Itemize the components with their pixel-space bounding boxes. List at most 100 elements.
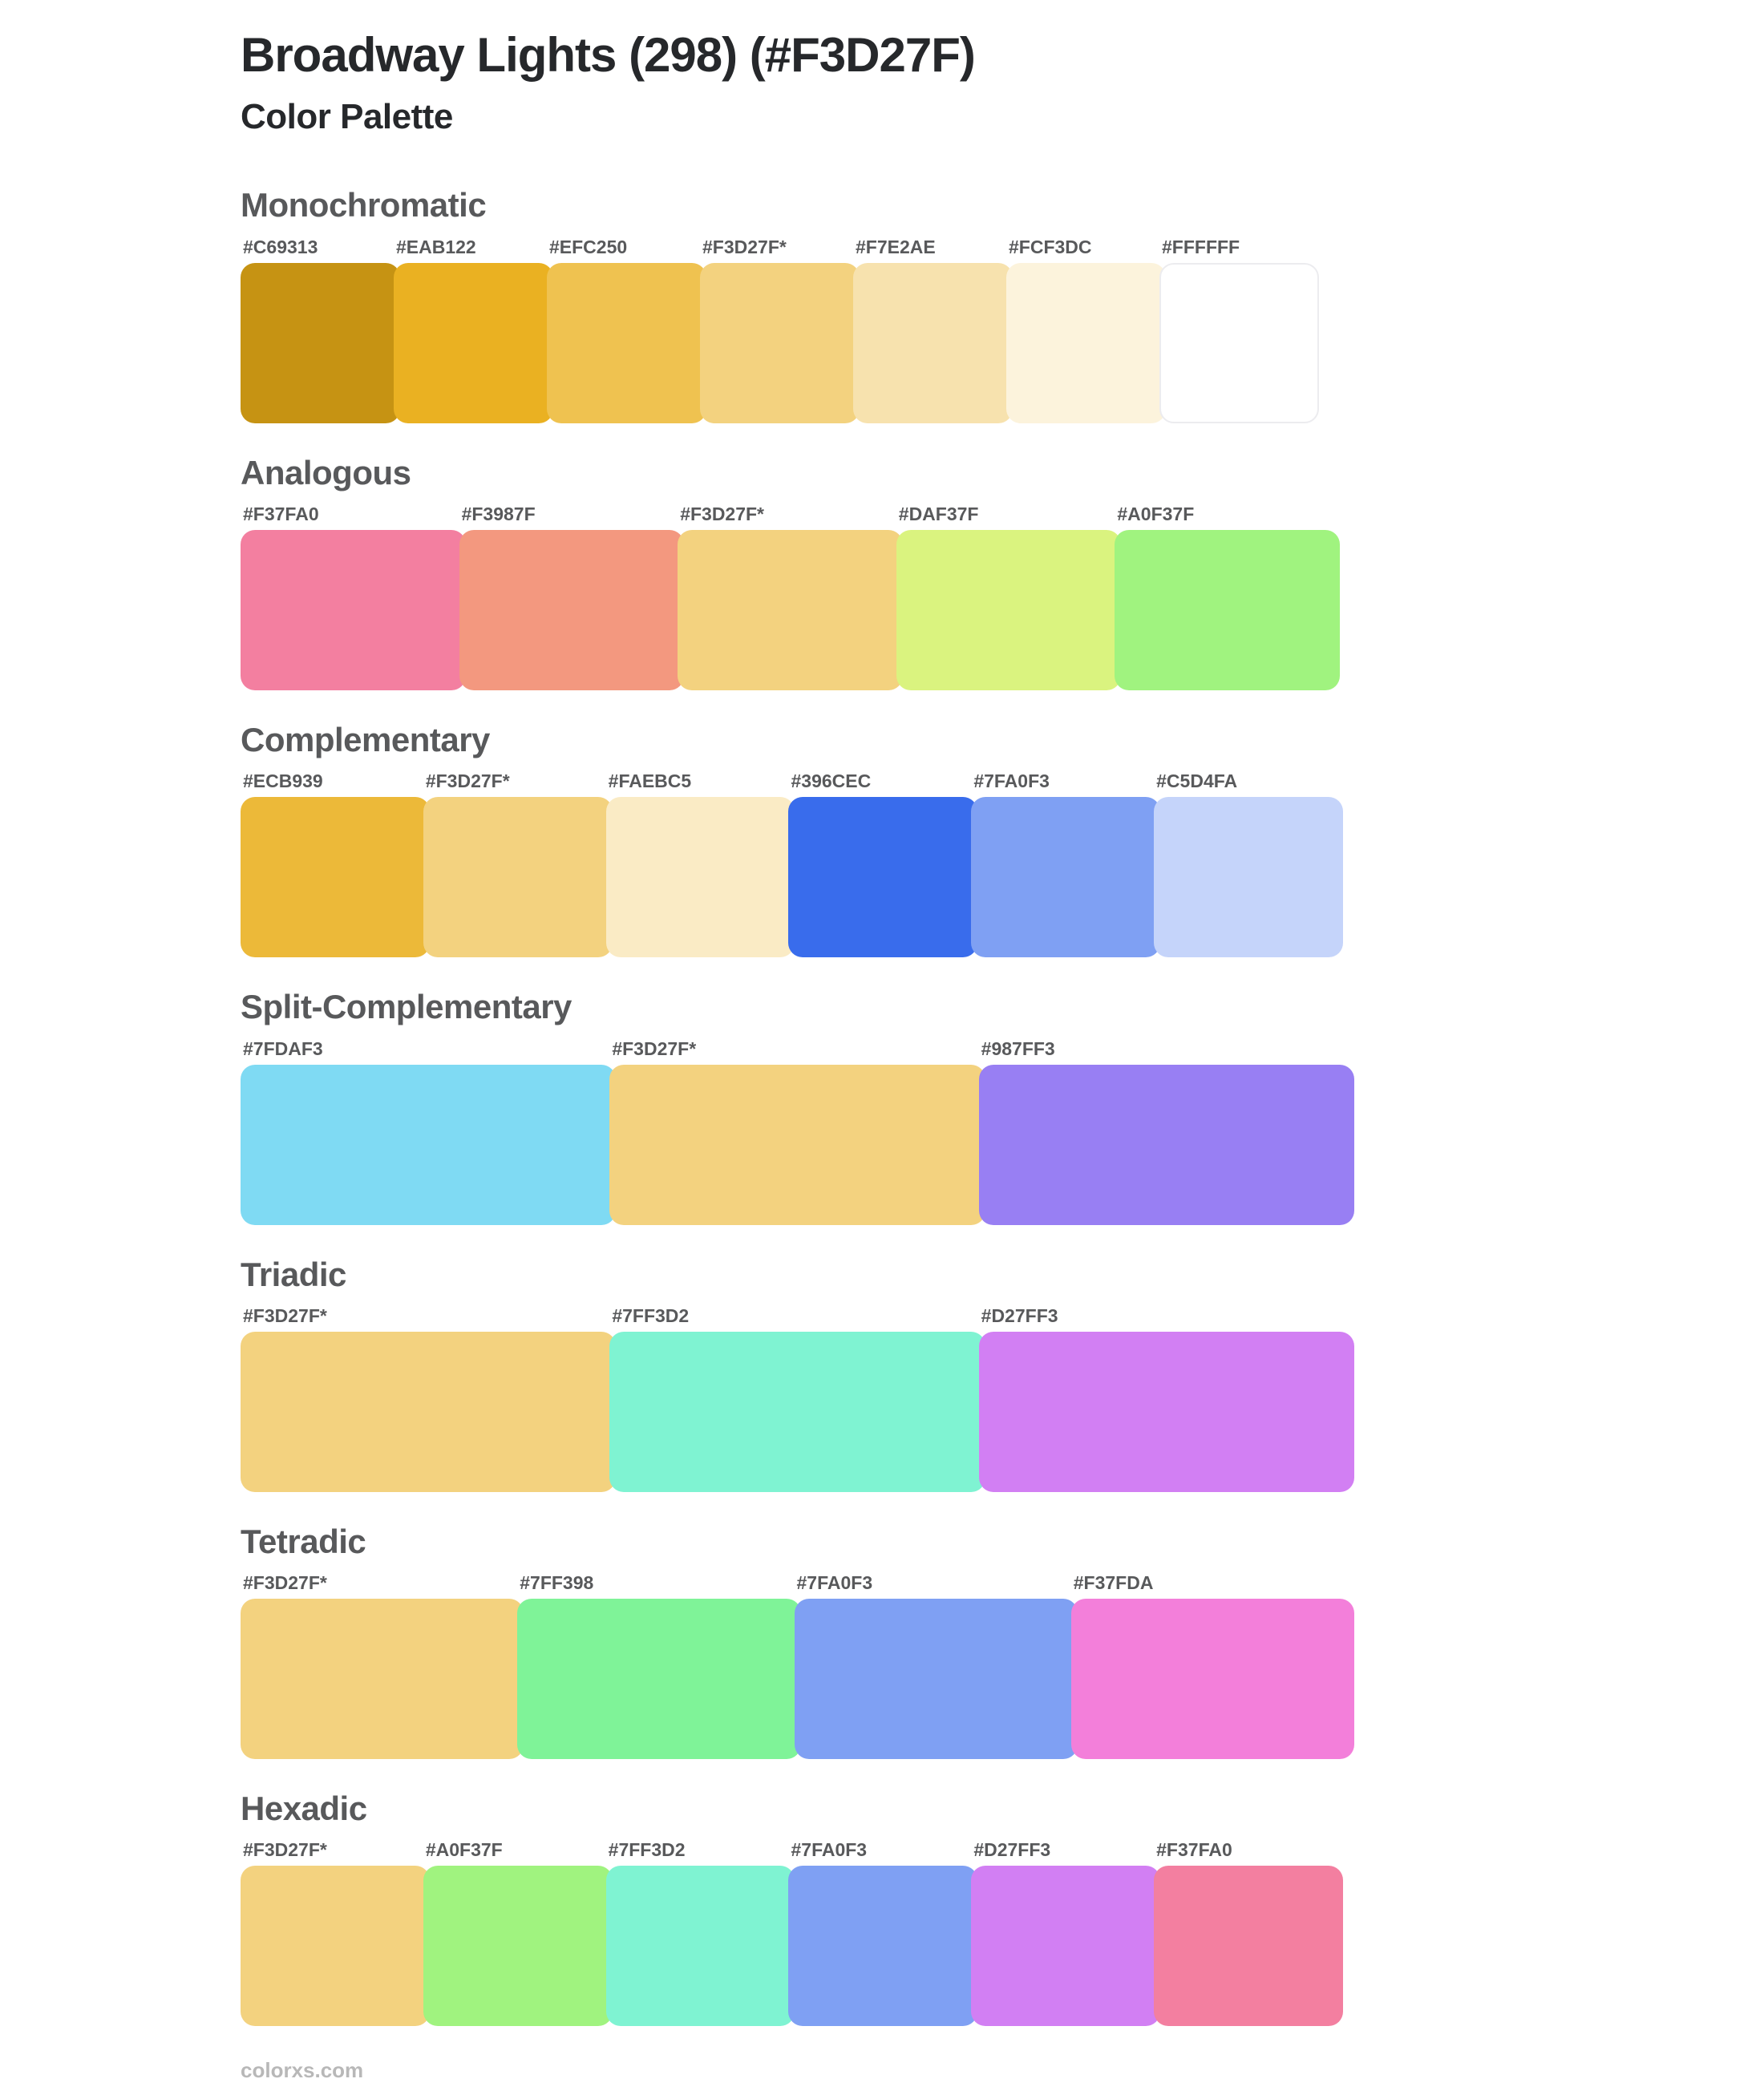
swatch: #7FF398 — [517, 1572, 801, 1760]
swatch-hex-label: #7FA0F3 — [791, 1839, 868, 1861]
swatch-color-block[interactable] — [1154, 797, 1343, 958]
swatch-hex-label: #D27FF3 — [973, 1839, 1051, 1861]
swatch-hex-label: #FAEBC5 — [608, 770, 692, 792]
swatch-hex-label: #7FA0F3 — [796, 1572, 873, 1594]
section-heading: Split-Complementary — [241, 988, 572, 1026]
swatch-color-block[interactable] — [1006, 262, 1166, 423]
swatch-color-block[interactable] — [423, 1866, 613, 2027]
swatch-color-block[interactable] — [853, 262, 1013, 423]
section-heading: Hexadic — [241, 1790, 367, 1828]
swatch-hex-label: #EFC250 — [549, 236, 628, 257]
section-heading: Analogous — [241, 453, 411, 491]
swatch-hex-label: #987FF3 — [981, 1037, 1055, 1059]
swatch-color-block[interactable] — [241, 797, 430, 958]
swatch: #D27FF3 — [978, 1304, 1354, 1492]
swatch-color-block[interactable] — [241, 529, 466, 690]
swatch-color-block[interactable] — [678, 529, 903, 690]
swatch: #D27FF3 — [971, 1839, 1161, 2027]
swatch: #EFC250 — [547, 237, 706, 423]
swatch-color-block[interactable] — [241, 1599, 524, 1760]
swatch-color-block[interactable] — [394, 262, 553, 423]
swatch-hex-label: #7FDAF3 — [243, 1037, 323, 1059]
swatch: #F37FA0 — [241, 504, 466, 690]
section-heading: Monochromatic — [241, 186, 487, 224]
swatch-hex-label: #EAB122 — [396, 236, 476, 257]
swatch-color-block[interactable] — [241, 1331, 617, 1492]
swatch-color-block[interactable] — [700, 262, 860, 423]
swatch-hex-label: #F3D27F* — [243, 1304, 327, 1326]
swatch: #A0F37F — [1115, 504, 1340, 690]
swatch-hex-label: #F37FDA — [1073, 1572, 1154, 1594]
swatch-hex-label: #A0F37F — [1117, 503, 1195, 524]
swatch: #C69313 — [241, 237, 400, 423]
palette-section: Tetradic #F3D27F* #7FF398 #7FA0F3 #F37FDA — [241, 1522, 1764, 1760]
swatch-color-block[interactable] — [605, 1866, 795, 2027]
swatch: #7FA0F3 — [788, 1839, 978, 2027]
swatch: #EAB122 — [394, 237, 553, 423]
swatch-hex-label: #FCF3DC — [1009, 236, 1092, 257]
swatch-color-block[interactable] — [547, 262, 706, 423]
palette-section: Analogous #F37FA0 #F3987F #F3D27F* #DAF37F #… — [241, 454, 1764, 690]
swatch-color-block[interactable] — [459, 529, 685, 690]
swatch-color-block[interactable] — [971, 1866, 1161, 2027]
swatch-color-block[interactable] — [241, 1064, 617, 1225]
swatch: #F3D27F* — [241, 1304, 617, 1492]
swatch: #7FA0F3 — [794, 1572, 1078, 1760]
swatch: #7FDAF3 — [241, 1037, 617, 1225]
section-heading: Tetradic — [241, 1522, 366, 1560]
swatch-color-block[interactable] — [1154, 1866, 1343, 2027]
swatch-hex-label: #F3D27F* — [702, 236, 787, 257]
swatch-hex-label: #F3D27F* — [243, 1572, 327, 1594]
swatch-hex-label: #D27FF3 — [981, 1304, 1058, 1326]
swatch-hex-label: #F3D27F* — [612, 1037, 697, 1059]
swatch: #F3D27F* — [241, 1839, 430, 2027]
swatch: #396CEC — [788, 770, 978, 958]
swatch-color-block[interactable] — [609, 1064, 985, 1225]
swatch-color-block[interactable] — [517, 1599, 801, 1760]
swatch: #F37FA0 — [1154, 1839, 1343, 2027]
palette-section: Hexadic #F3D27F* #A0F37F #7FF3D2 #7FA0F3 #D2… — [241, 1790, 1764, 2027]
swatch-hex-label: #F37FA0 — [243, 503, 319, 524]
swatch: #7FF3D2 — [609, 1305, 985, 1492]
swatch-color-block[interactable] — [1159, 262, 1319, 423]
swatch-hex-label: #C5D4FA — [1156, 770, 1238, 792]
page-title: Broadway Lights (298) (#F3D27F) — [241, 28, 976, 82]
swatch: #F3987F — [459, 504, 685, 690]
site-watermark: colorxs.com — [241, 2058, 364, 2083]
swatch-color-block[interactable] — [788, 1866, 978, 2027]
swatch-row: #F3D27F* #7FF398 #7FA0F3 #F37FDA — [241, 1572, 1354, 1760]
swatch-hex-label: #F3D27F* — [243, 1839, 327, 1861]
swatch-color-block[interactable] — [794, 1599, 1078, 1760]
swatch-color-block[interactable] — [605, 797, 795, 958]
swatch-row: #F3D27F* #A0F37F #7FF3D2 #7FA0F3 #D27FF3 #F37… — [241, 1839, 1343, 2027]
swatch: #F3D27F* — [678, 504, 903, 690]
palette-section: Complementary #ECB939 #F3D27F* #FAEBC5 #396… — [241, 720, 1764, 958]
swatch-color-block[interactable] — [241, 1866, 430, 2027]
swatch-row: #7FDAF3 #F3D27F* #987FF3 — [241, 1038, 1354, 1225]
swatch: #7FF3D2 — [605, 1839, 795, 2027]
palette-section: Triadic #F3D27F* #7FF3D2 #D27FF3 — [241, 1256, 1764, 1492]
swatch: #987FF3 — [978, 1037, 1354, 1225]
section-heading: Complementary — [241, 720, 490, 758]
swatch-color-block[interactable] — [978, 1331, 1354, 1492]
swatch-color-block[interactable] — [1070, 1599, 1354, 1760]
swatch-row: #ECB939 #F3D27F* #FAEBC5 #396CEC #7FA0F3 #C5D… — [241, 770, 1343, 958]
swatch-hex-label: #F7E2AE — [856, 236, 936, 257]
palette-section: Split-Complementary #7FDAF3 #F3D27F* #987F… — [241, 988, 1764, 1225]
swatch-color-block[interactable] — [609, 1331, 985, 1492]
swatch-row: #C69313 #EAB122 #EFC250 #F3D27F* #F7E2AE #FCF… — [241, 237, 1319, 423]
swatch-hex-label: #7FF3D2 — [608, 1839, 686, 1861]
swatch: #FFFFFF — [1159, 237, 1319, 423]
swatch-color-block[interactable] — [978, 1064, 1354, 1225]
swatch-color-block[interactable] — [241, 262, 400, 423]
swatch-color-block[interactable] — [788, 797, 978, 958]
swatch-hex-label: #FFFFFF — [1162, 236, 1240, 257]
swatch-color-block[interactable] — [971, 797, 1161, 958]
swatch-color-block[interactable] — [896, 529, 1122, 690]
swatch-hex-label: #F3D27F* — [680, 503, 765, 524]
swatch-hex-label: #7FF3D2 — [612, 1304, 690, 1326]
swatch-color-block[interactable] — [423, 797, 613, 958]
swatch-color-block[interactable] — [1115, 529, 1340, 690]
swatch: #FCF3DC — [1006, 237, 1166, 423]
palette-sections: Monochromatic #C69313 #EAB122 #EFC250 #F3D2… — [241, 186, 1764, 2027]
